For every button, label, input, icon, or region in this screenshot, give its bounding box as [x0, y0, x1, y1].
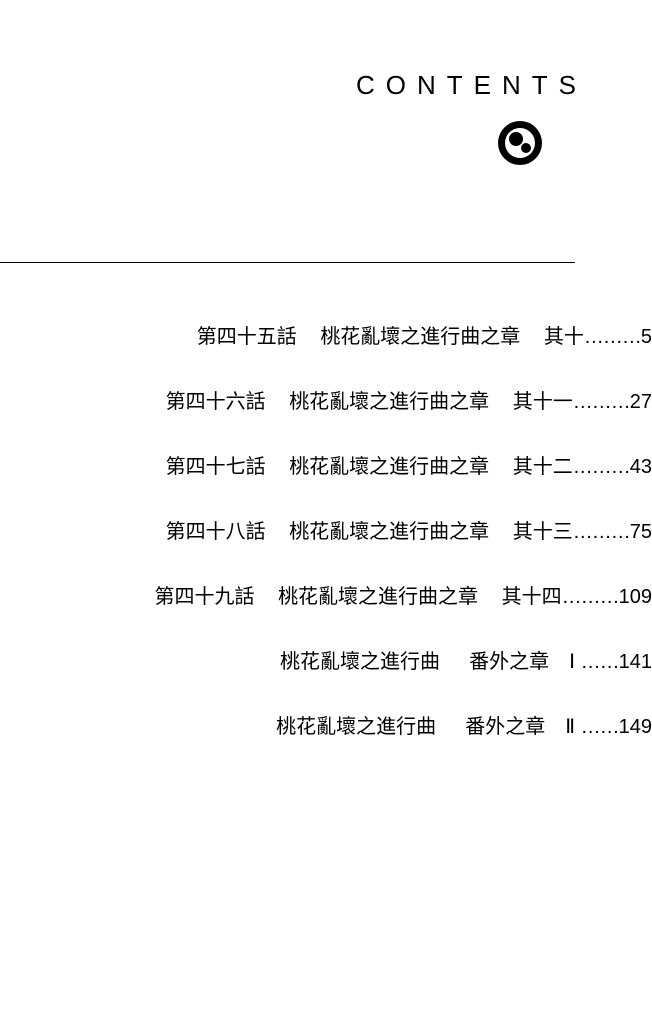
toc-entry: 桃花亂壞之進行曲 番外之章 Ⅱ ……149	[0, 710, 652, 739]
horizontal-rule	[0, 262, 575, 263]
chapter-subtitle: 番外之章 Ⅰ	[469, 651, 575, 673]
chapter-title: 桃花亂壞之進行曲之章	[289, 456, 489, 478]
chapter-number: 第四十五話	[197, 326, 297, 348]
toc-entry: 第四十五話 桃花亂壞之進行曲之章 其十………5	[0, 320, 652, 349]
page-number: 5	[641, 326, 652, 348]
table-of-contents: 第四十五話 桃花亂壞之進行曲之章 其十………5 第四十六話 桃花亂壞之進行曲之章…	[0, 320, 652, 775]
chapter-subtitle: 番外之章 Ⅱ	[465, 716, 575, 738]
chapter-number: 第四十七話	[166, 456, 266, 478]
chapter-title: 桃花亂壞之進行曲之章	[289, 391, 489, 413]
chapter-title: 桃花亂壞之進行曲之章	[289, 521, 489, 543]
emblem-container	[356, 121, 587, 165]
leader-dots: ………	[573, 456, 630, 478]
chapter-number: 第四十六話	[166, 391, 266, 413]
page-number: 75	[630, 521, 652, 543]
toc-entry: 第四十七話 桃花亂壞之進行曲之章 其十二………43	[0, 450, 652, 479]
chapter-subtitle: 其十一	[513, 391, 573, 413]
leader-dots: ………	[562, 586, 619, 608]
page-number: 109	[619, 586, 652, 608]
toc-entry: 第四十六話 桃花亂壞之進行曲之章 其十一………27	[0, 385, 652, 414]
crest-icon	[498, 121, 542, 165]
leader-dots: ……	[581, 716, 619, 738]
page-number: 27	[630, 391, 652, 413]
leader-dots: ………	[573, 391, 630, 413]
chapter-title: 桃花亂壞之進行曲	[276, 716, 436, 738]
toc-entry: 桃花亂壞之進行曲 番外之章 Ⅰ ……141	[0, 645, 652, 674]
chapter-subtitle: 其十四	[502, 586, 562, 608]
page-number: 149	[619, 716, 652, 738]
chapter-title: 桃花亂壞之進行曲	[280, 651, 440, 673]
toc-entry: 第四十九話 桃花亂壞之進行曲之章 其十四………109	[0, 580, 652, 609]
leader-dots: ………	[573, 521, 630, 543]
leader-dots: ……	[581, 651, 619, 673]
page-title: CONTENTS	[356, 70, 587, 101]
chapter-title: 桃花亂壞之進行曲之章	[278, 586, 478, 608]
leader-dots: ………	[584, 326, 641, 348]
chapter-title: 桃花亂壞之進行曲之章	[320, 326, 520, 348]
chapter-number: 第四十八話	[166, 521, 266, 543]
page-number: 141	[619, 651, 652, 673]
toc-entry: 第四十八話 桃花亂壞之進行曲之章 其十三………75	[0, 515, 652, 544]
chapter-number: 第四十九話	[155, 586, 255, 608]
chapter-subtitle: 其十二	[513, 456, 573, 478]
header: CONTENTS	[356, 70, 587, 165]
chapter-subtitle: 其十三	[513, 521, 573, 543]
chapter-subtitle: 其十	[544, 326, 584, 348]
page-number: 43	[630, 456, 652, 478]
